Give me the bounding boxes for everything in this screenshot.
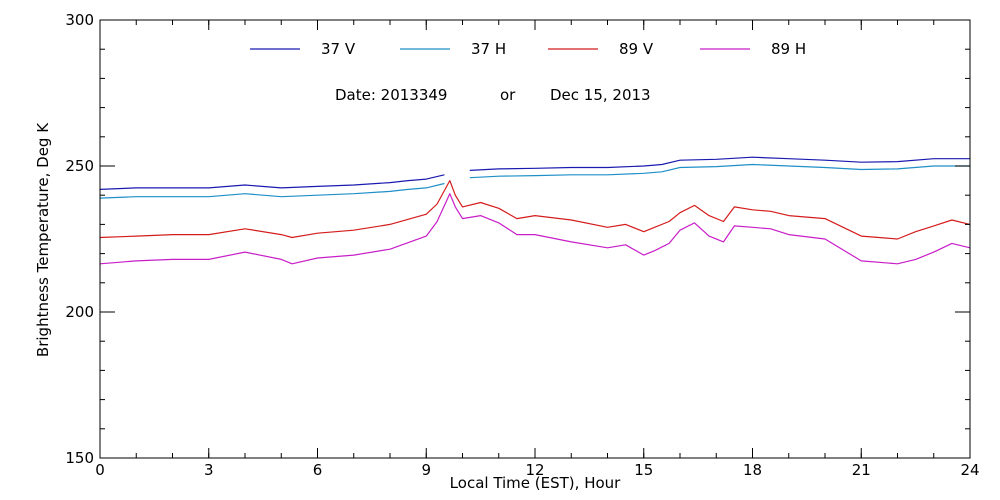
series-line-37-v-segment-0 <box>99 174 445 190</box>
x-tick-label: 3 <box>204 461 214 479</box>
legend-label-89-h: 89 H <box>771 40 806 58</box>
subtitle: Date: 2013349 or Dec 15, 2013 <box>335 86 651 104</box>
legend-label-89-v: 89 V <box>619 40 654 58</box>
y-tick-label: 250 <box>65 157 94 175</box>
subtitle-connector: or <box>500 86 516 104</box>
subtitle-date: Date: 2013349 <box>335 86 447 104</box>
legend-label-37-v: 37 V <box>321 40 356 58</box>
legend: 37 V 37 H 89 V 89 H <box>250 40 806 58</box>
series-layer <box>99 156 971 265</box>
series-line-37-h-segment-0 <box>99 182 445 199</box>
x-tick-label: 21 <box>852 461 871 479</box>
series-line-37-h-segment-1 <box>469 163 970 179</box>
series-line-37-v-segment-1 <box>469 156 970 171</box>
series-line-89-h-segment-0 <box>99 193 971 265</box>
x-tick-label: 0 <box>95 461 105 479</box>
x-tick-label: 9 <box>421 461 431 479</box>
y-tick-label: 300 <box>65 11 94 29</box>
subtitle-date-readable: Dec 15, 2013 <box>550 86 651 104</box>
ticks-layer: 0 3 6 9 12 15 18 21 24 150 200 250 300 <box>65 11 979 479</box>
x-axis-label: Local Time (EST), Hour <box>450 474 621 492</box>
x-tick-label: 15 <box>634 461 653 479</box>
x-tick-label: 18 <box>743 461 762 479</box>
x-tick-label: 12 <box>525 461 544 479</box>
x-tick-label: 6 <box>313 461 323 479</box>
y-tick-label: 150 <box>65 449 94 467</box>
legend-label-37-h: 37 H <box>471 40 506 58</box>
y-axis-label: Brightness Temperature, Deg K <box>34 122 52 357</box>
y-tick-label: 200 <box>65 303 94 321</box>
x-tick-label: 24 <box>960 461 979 479</box>
series-line-89-v-segment-0 <box>99 180 971 240</box>
